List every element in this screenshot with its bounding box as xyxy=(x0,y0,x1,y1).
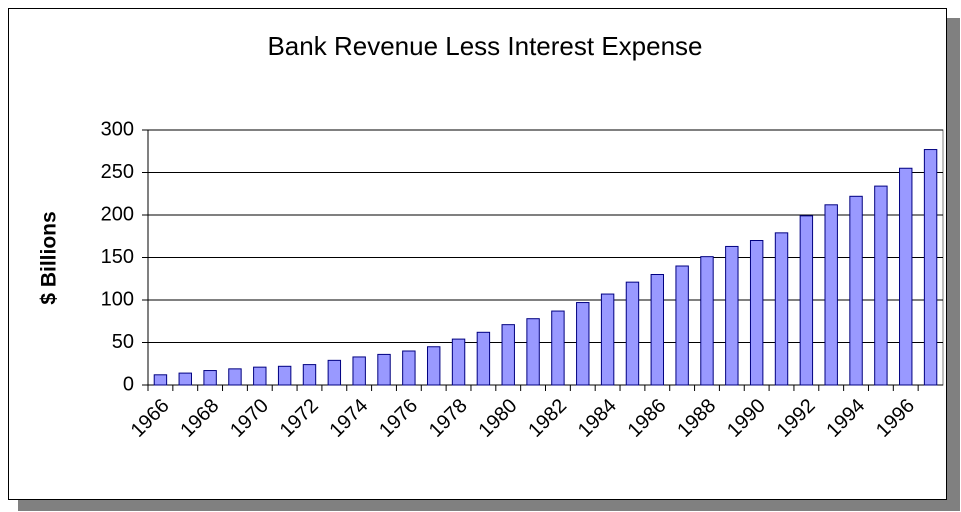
bar xyxy=(277,365,292,386)
bar xyxy=(426,346,441,386)
bar xyxy=(476,331,491,386)
bar xyxy=(675,265,689,386)
y-tick-label: 150 xyxy=(101,246,134,268)
bar xyxy=(923,149,938,386)
y-tick-label: 0 xyxy=(123,373,134,395)
bar xyxy=(650,274,665,386)
bar xyxy=(352,356,366,386)
bar xyxy=(799,215,814,386)
y-tick-label: 250 xyxy=(101,161,134,183)
bar xyxy=(576,302,590,386)
y-tick-label: 200 xyxy=(101,203,134,225)
bar xyxy=(402,350,416,386)
bar xyxy=(899,167,913,386)
bar xyxy=(700,256,714,386)
y-axis-label: $ Billions xyxy=(38,211,61,304)
y-tick-label: 100 xyxy=(101,288,134,310)
bar xyxy=(625,281,640,386)
y-tick-label: 50 xyxy=(112,331,134,353)
bar xyxy=(327,359,342,386)
bar xyxy=(501,324,515,386)
bar xyxy=(377,353,391,386)
bar xyxy=(874,185,888,386)
bar xyxy=(451,338,466,386)
bar xyxy=(551,310,565,386)
bar xyxy=(725,245,739,386)
bar xyxy=(302,364,317,386)
bar xyxy=(749,240,764,386)
chart-title: Bank Revenue Less Interest Expense xyxy=(267,31,702,61)
bar xyxy=(600,293,615,386)
bar xyxy=(203,370,217,386)
bar xyxy=(153,374,168,386)
bar xyxy=(253,366,267,386)
bar xyxy=(526,318,540,386)
frame xyxy=(8,8,947,500)
bar xyxy=(228,368,242,386)
bar xyxy=(774,232,789,386)
bar xyxy=(824,204,838,386)
bar xyxy=(849,195,863,386)
y-tick-label: 300 xyxy=(101,118,134,140)
bar xyxy=(178,372,192,386)
